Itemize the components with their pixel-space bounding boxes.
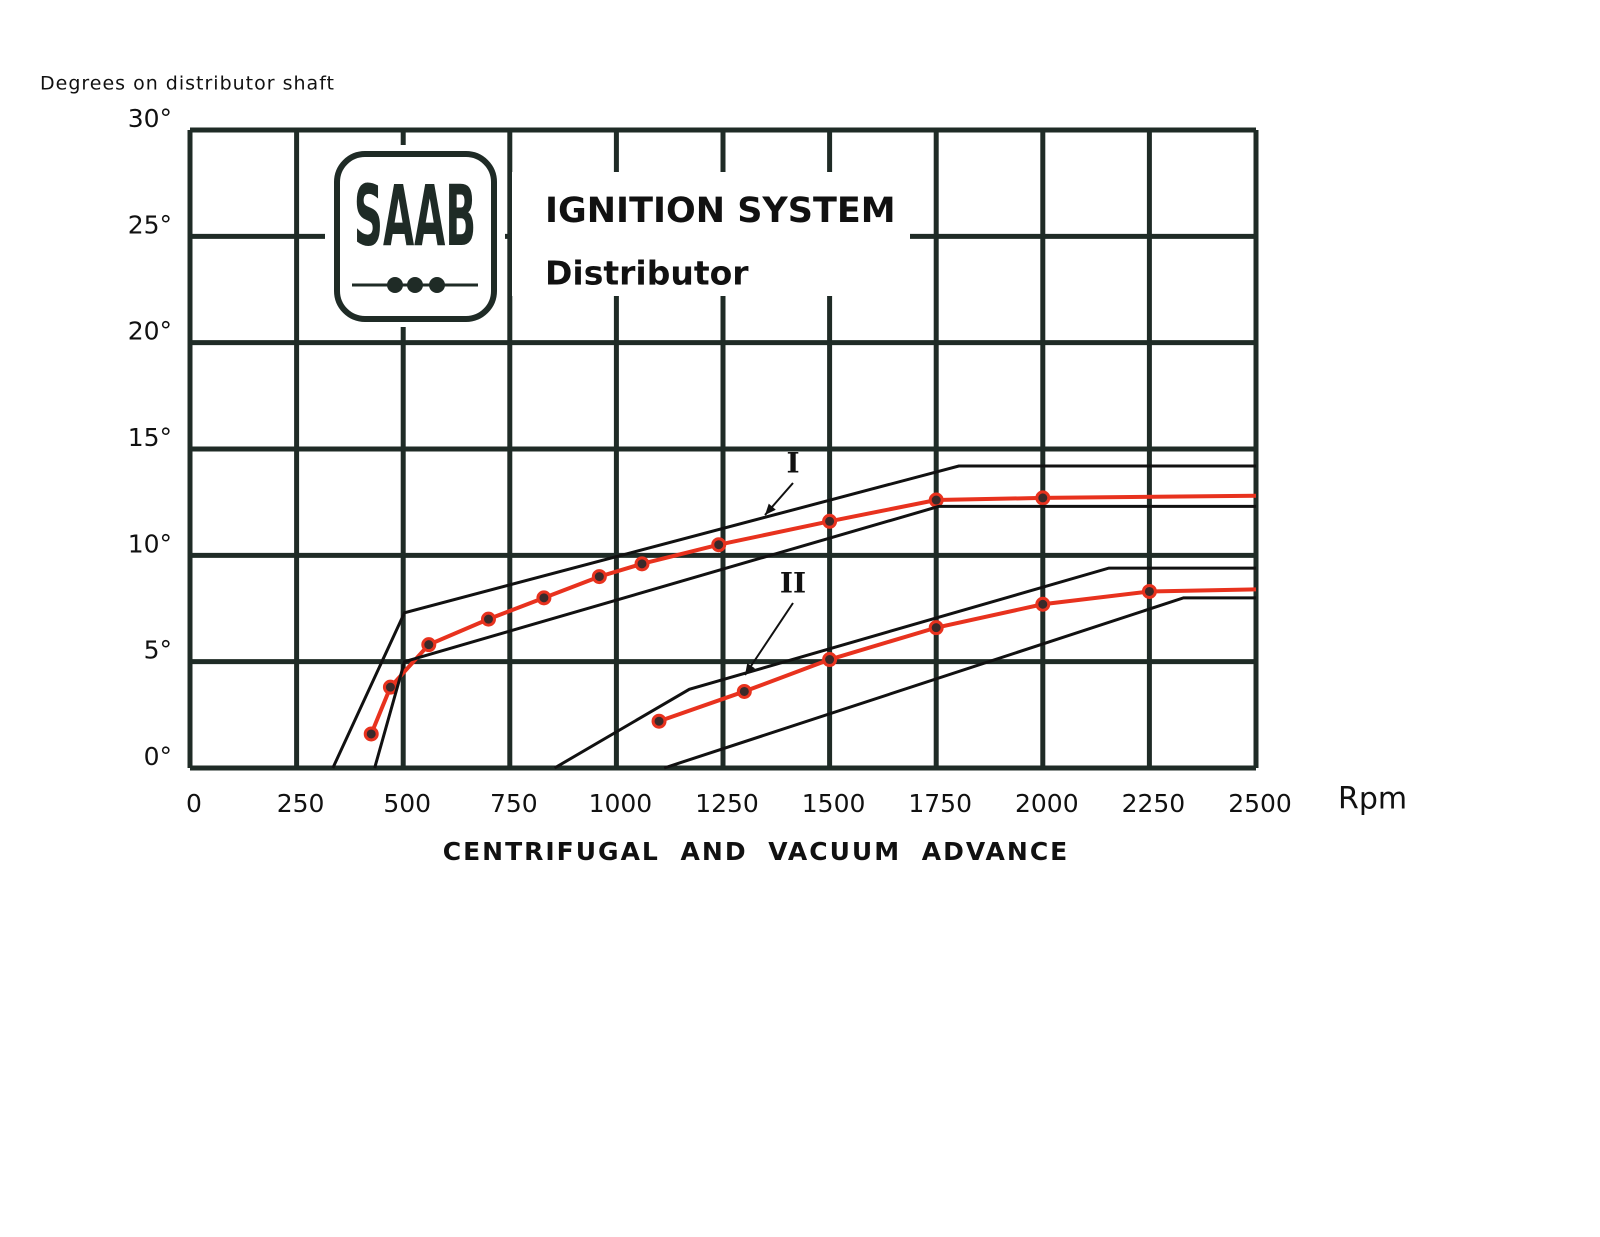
y-tick-label: 25° — [128, 210, 172, 239]
series-line — [658, 587, 1257, 724]
x-tick-label: 2000 — [1015, 789, 1079, 818]
curve-arrow — [744, 602, 794, 676]
curve-arrowhead — [745, 663, 756, 675]
curve-label: I — [786, 447, 799, 480]
x-axis-unit: Rpm — [1338, 782, 1407, 817]
y-tick-label: 15° — [128, 423, 172, 452]
logo-text: SAAB — [354, 167, 476, 265]
series-line — [553, 566, 1256, 770]
title-panel — [512, 172, 910, 296]
logo-engine — [429, 277, 445, 293]
y-tick-label: 0° — [144, 742, 172, 771]
data-point — [1035, 490, 1051, 506]
data-point — [822, 652, 838, 668]
y-tick-label: 20° — [128, 317, 172, 346]
y-tick-label: 30° — [128, 104, 172, 133]
data-point — [421, 637, 437, 653]
data-point — [480, 611, 496, 627]
x-axis-label: CENTRIFUGAL AND VACUUM ADVANCE — [443, 837, 1070, 866]
x-tick-label: 750 — [490, 789, 538, 818]
curve-label: II — [780, 567, 806, 600]
series-line — [663, 596, 1256, 770]
data-point — [634, 556, 650, 572]
data-point — [928, 620, 944, 636]
x-tick-label: 1500 — [802, 789, 866, 818]
series-line — [369, 493, 1257, 735]
y-tick-label: 5° — [144, 636, 172, 665]
data-point — [363, 726, 379, 742]
x-tick-label: 1000 — [589, 789, 653, 818]
x-tick-label: 2500 — [1228, 789, 1292, 818]
y-axis-label: Degrees on distributor shaft — [40, 73, 335, 95]
data-point — [536, 590, 552, 606]
logo-frame — [334, 151, 497, 322]
series-line — [331, 464, 1256, 769]
x-tick-label: 250 — [277, 789, 325, 818]
x-tick-label: 1250 — [695, 789, 759, 818]
data-point — [651, 713, 667, 729]
logo-engine — [407, 277, 423, 293]
chart-subtitle: Distributor — [545, 254, 749, 293]
chart-title: IGNITION SYSTEM — [545, 191, 896, 231]
x-tick-label: 2250 — [1122, 789, 1186, 818]
curve-arrowhead — [765, 503, 776, 515]
x-tick-label: 0 — [186, 789, 202, 818]
x-tick-label: 1750 — [908, 789, 972, 818]
data-point — [822, 513, 838, 529]
data-point — [711, 537, 727, 553]
logo-engine — [387, 277, 403, 293]
x-tick-label: 500 — [383, 789, 431, 818]
data-point — [736, 683, 752, 699]
data-point — [1141, 583, 1157, 599]
y-tick-label: 10° — [128, 529, 172, 558]
data-point — [1035, 596, 1051, 612]
data-point — [591, 569, 607, 585]
series-line — [373, 504, 1256, 769]
data-point — [928, 492, 944, 508]
